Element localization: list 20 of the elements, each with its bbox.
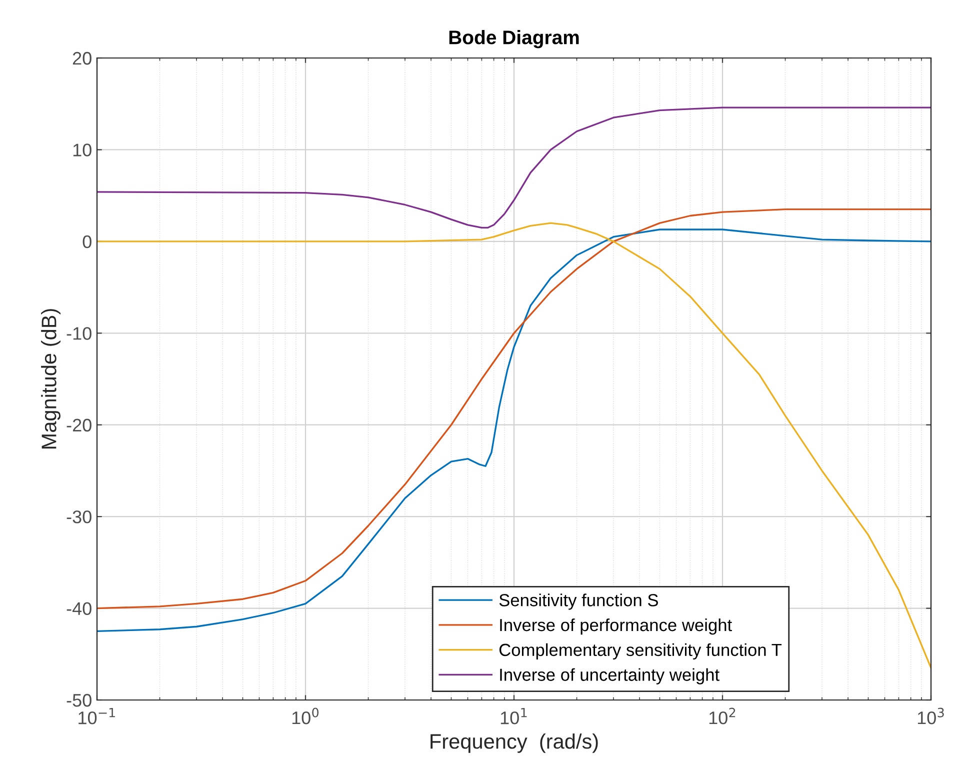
y-tick-label: -30 [66, 510, 92, 524]
y-tick-label: -50 [66, 694, 92, 707]
y-tick-label: -20 [66, 418, 92, 432]
y-tick-label: 20 [72, 52, 92, 65]
y-tick-label: 0 [82, 235, 92, 248]
y-tick-label: 10 [73, 144, 92, 156]
y-tick-label: -40 [66, 602, 92, 616]
x-tick-label: 10$^{1}$ [500, 708, 527, 724]
x-tick-label: 10$^{−1}$ [78, 708, 115, 724]
y-axis-title: Magnitude (dB) [41, 309, 60, 449]
legend-label: Complementary sensitivity function T [499, 643, 782, 660]
x-tick-label: 10$^{2}$ [709, 708, 736, 724]
legend-label: Inverse of uncertainty weight [500, 668, 720, 684]
legend-label: Sensitivity function S [499, 594, 658, 610]
x-tick-label: 10$^{0}$ [292, 708, 319, 724]
legend-label: Inverse of performance weight [500, 618, 732, 635]
chart-title: Bode Diagram [449, 30, 579, 48]
x-axis-title: Frequency (rad/s) [430, 734, 598, 753]
y-tick-label: -10 [66, 327, 92, 340]
x-tick-label: 10$^{3}$ [918, 708, 944, 724]
